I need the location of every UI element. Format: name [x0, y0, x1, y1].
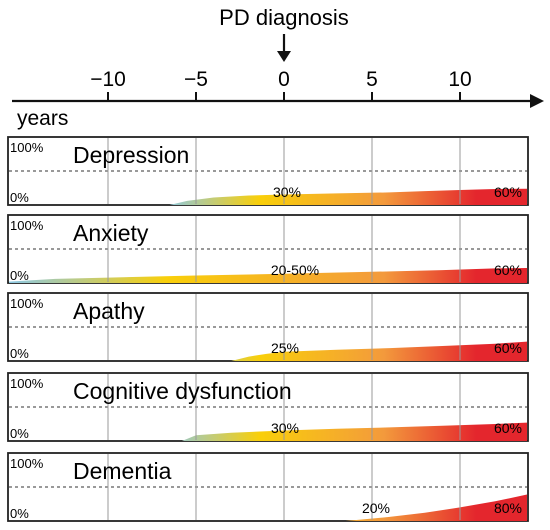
axis-label: years — [17, 107, 68, 130]
early-prevalence-value: 30% — [271, 420, 299, 436]
symptom-panel: 100% 0% Cognitive dysfunction 30% 60% — [7, 372, 529, 442]
tick-label: 0 — [278, 68, 290, 91]
late-prevalence-value: 60% — [494, 262, 522, 278]
early-prevalence-value: 30% — [273, 184, 301, 200]
bottom-percent-label: 0% — [10, 190, 29, 205]
top-percent-label: 100% — [10, 218, 44, 233]
early-prevalence-value: 25% — [271, 340, 299, 356]
prevalence-area — [181, 422, 527, 441]
top-percent-label: 100% — [10, 140, 44, 155]
late-prevalence-value: 60% — [494, 184, 522, 200]
late-prevalence-value: 60% — [494, 340, 522, 356]
top-percent-label: 100% — [10, 376, 44, 391]
prevalence-area — [9, 268, 527, 283]
early-prevalence-value: 20% — [362, 500, 390, 516]
prevalence-area — [231, 341, 527, 361]
symptom-panel: 100% 0% Anxiety 20-50% 60% — [7, 214, 529, 284]
tick-label: −5 — [184, 68, 208, 91]
symptom-title: Cognitive dysfunction — [73, 378, 292, 404]
late-prevalence-value: 80% — [494, 500, 522, 516]
bottom-percent-label: 0% — [10, 268, 29, 283]
symptom-title: Anxiety — [73, 220, 149, 246]
year-axis — [12, 94, 544, 108]
top-percent-label: 100% — [10, 296, 44, 311]
tick-label: 10 — [448, 68, 471, 91]
early-prevalence-value: 20-50% — [271, 262, 319, 278]
bottom-percent-label: 0% — [10, 426, 29, 441]
symptom-panel: 100% 0% Depression 30% 60% — [7, 136, 529, 206]
diagnosis-label: PD diagnosis — [219, 5, 349, 30]
tick-label: 5 — [366, 68, 378, 91]
bottom-percent-label: 0% — [10, 346, 29, 361]
prevalence-area — [169, 188, 527, 205]
symptom-title: Depression — [73, 142, 189, 168]
diagnosis-arrow-icon — [277, 34, 291, 62]
symptom-panel: 100% 0% Dementia 20% 80% — [7, 452, 529, 522]
tick-label: −10 — [90, 68, 126, 91]
late-prevalence-value: 60% — [494, 420, 522, 436]
timeline-header: PD diagnosis −10 −5 0 5 10 years — [12, 5, 544, 130]
axis-arrowhead-icon — [530, 94, 544, 108]
symptom-panel: 100% 0% Apathy 25% 60% — [7, 292, 529, 362]
top-percent-label: 100% — [10, 456, 44, 471]
prevalence-area — [345, 494, 527, 521]
symptom-title: Dementia — [73, 458, 172, 484]
bottom-percent-label: 0% — [10, 506, 29, 521]
symptom-title: Apathy — [73, 298, 145, 324]
